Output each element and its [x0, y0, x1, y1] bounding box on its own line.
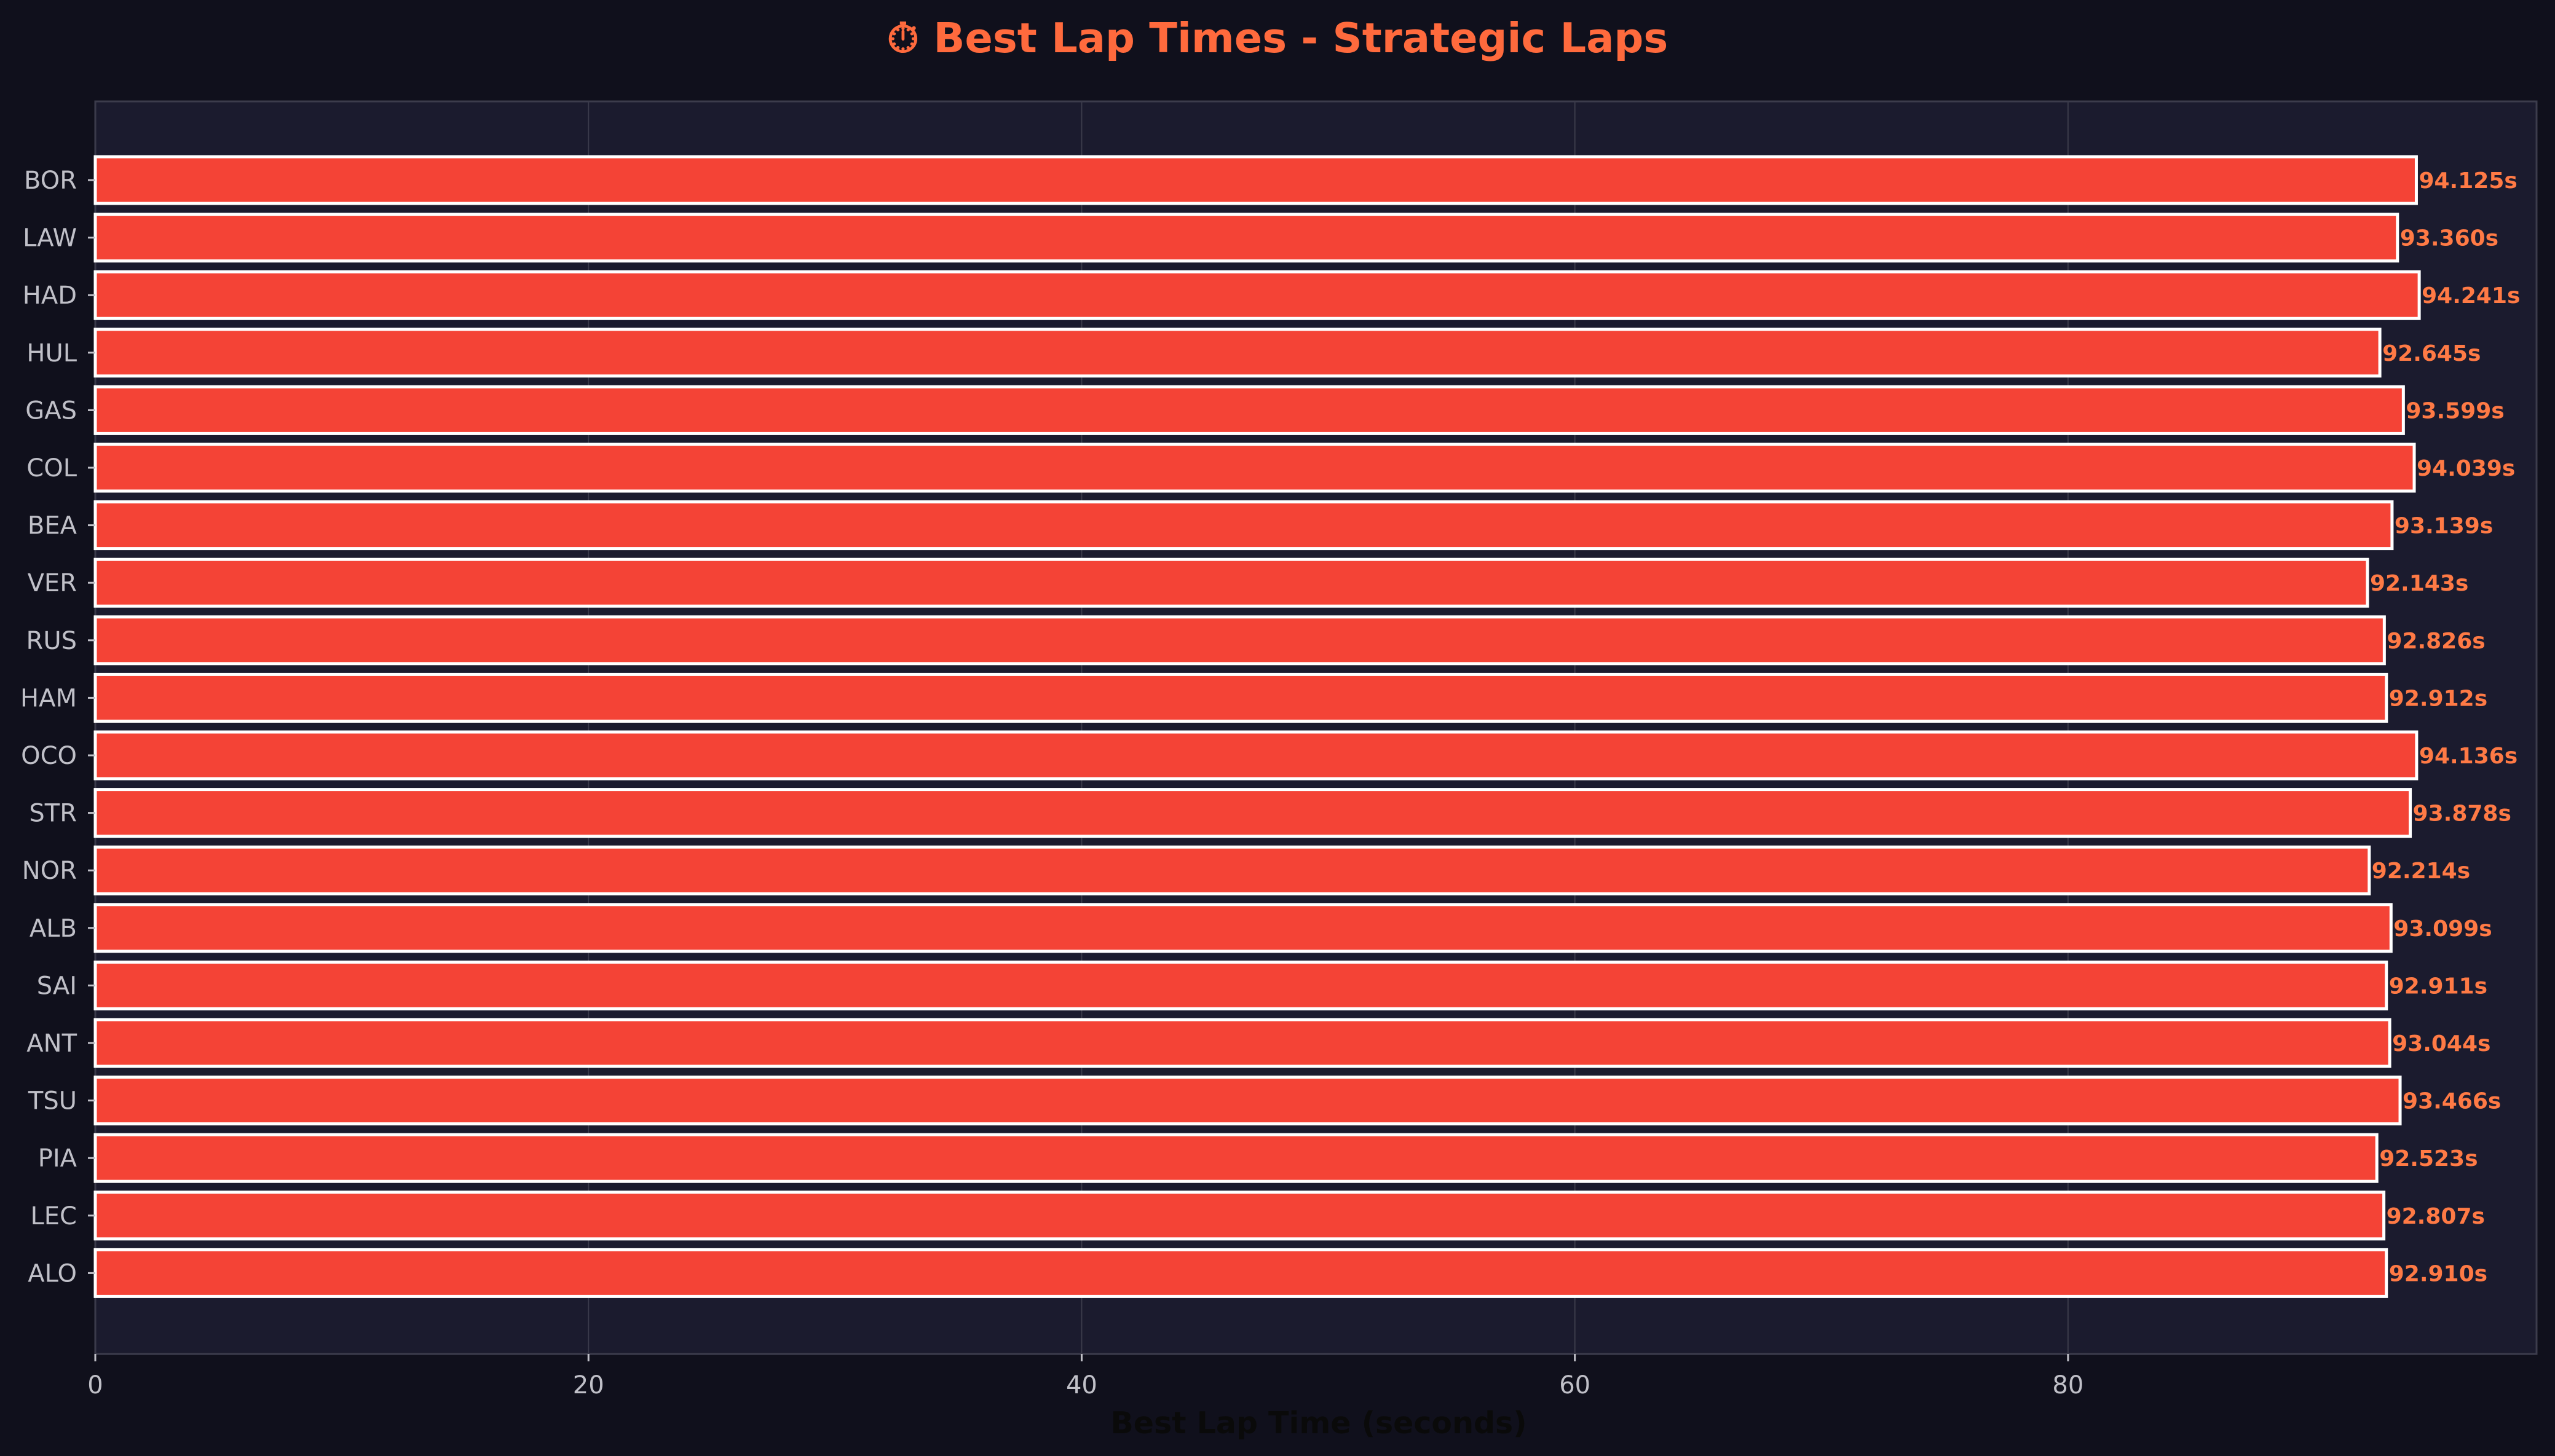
value-label-lec: 92.807s: [2387, 1204, 2485, 1229]
value-label-ver: 92.143s: [2370, 571, 2468, 596]
value-label-bea: 93.139s: [2395, 514, 2493, 539]
bar-alo: [93, 1248, 2388, 1298]
y-tick-label-had: HAD: [23, 281, 77, 310]
x-tick-label: 80: [2052, 1371, 2083, 1399]
value-label-rus: 92.826s: [2387, 629, 2485, 654]
x-tick-label: 0: [87, 1371, 103, 1399]
bar-nor: [93, 845, 2371, 895]
y-tick-label-oco: OCO: [21, 742, 77, 770]
y-tick-label-ant: ANT: [26, 1029, 77, 1058]
value-label-ham: 92.912s: [2389, 686, 2487, 711]
bar-had: [93, 270, 2421, 320]
value-label-ant: 93.044s: [2392, 1031, 2490, 1057]
y-tick-label-pia: PIA: [38, 1144, 77, 1173]
bar-bea: [93, 500, 2394, 551]
bar-ver: [93, 557, 2369, 608]
x-axis-label: Best Lap Time (seconds): [1110, 1406, 1527, 1441]
value-label-hul: 92.645s: [2382, 341, 2481, 366]
bar-gas: [93, 385, 2405, 435]
value-labels: 94.125s 93.360s 94.241s 92.645s 93.599s 94.03…: [2370, 168, 2521, 1286]
value-label-tsu: 93.466s: [2403, 1089, 2501, 1114]
y-tick-label-sai: SAI: [37, 972, 77, 1000]
y-tick-label-bor: BOR: [24, 167, 77, 195]
y-tick-label-col: COL: [26, 454, 77, 482]
bar-alb: [93, 903, 2393, 953]
value-label-alb: 93.099s: [2393, 916, 2492, 942]
value-label-oco: 94.136s: [2419, 744, 2517, 769]
bar-pia: [93, 1133, 2379, 1183]
x-tick-labels: 0 20 40 60 80: [87, 1354, 2083, 1399]
value-label-law: 93.360s: [2400, 226, 2498, 251]
y-tick-label-law: LAW: [23, 224, 77, 253]
bar-oco: [93, 730, 2419, 781]
y-tick-label-alb: ALB: [30, 915, 77, 943]
value-label-bor: 94.125s: [2419, 168, 2517, 194]
x-tick-label: 60: [1559, 1371, 1590, 1399]
bar-bor: [93, 155, 2418, 205]
bar-col: [93, 443, 2416, 493]
bar-hul: [93, 328, 2382, 378]
y-tick-label-gas: GAS: [25, 396, 77, 425]
bar-ant: [93, 1018, 2391, 1068]
y-tick-label-lec: LEC: [31, 1202, 77, 1230]
value-label-str: 93.878s: [2413, 801, 2511, 827]
y-tick-label-tsu: TSU: [28, 1087, 77, 1116]
bar-lec: [93, 1190, 2386, 1241]
value-label-col: 94.039s: [2417, 456, 2515, 481]
x-tick-label: 20: [573, 1371, 604, 1399]
bar-tsu: [93, 1076, 2402, 1126]
value-label-gas: 93.599s: [2406, 398, 2504, 423]
bar-sai: [93, 960, 2388, 1010]
x-tick-label: 40: [1066, 1371, 1097, 1399]
y-tick-labels: BOR LAW HAD HUL GAS COL BEA VER RUS HAM OCO STR NOR A…: [20, 167, 95, 1288]
value-label-pia: 92.523s: [2379, 1146, 2478, 1171]
y-tick-label-bea: BEA: [28, 512, 77, 540]
y-tick-label-nor: NOR: [22, 857, 77, 885]
bar-str: [93, 788, 2412, 838]
y-tick-label-ver: VER: [28, 569, 77, 597]
bar-ham: [93, 672, 2388, 723]
value-label-alo: 92.910s: [2389, 1261, 2487, 1286]
value-label-had: 94.241s: [2422, 283, 2520, 309]
y-tick-label-rus: RUS: [26, 627, 77, 655]
value-label-nor: 92.214s: [2372, 859, 2470, 884]
y-tick-label-hul: HUL: [26, 339, 77, 368]
bar-law: [93, 213, 2399, 263]
chart-title: ⏱ Best Lap Times - Strategic Laps: [887, 14, 1668, 62]
value-label-sai: 92.911s: [2389, 974, 2487, 999]
y-tick-label-alo: ALO: [28, 1259, 77, 1288]
y-tick-label-ham: HAM: [20, 684, 77, 712]
bar-rus: [93, 615, 2386, 666]
y-tick-label-str: STR: [29, 800, 77, 828]
